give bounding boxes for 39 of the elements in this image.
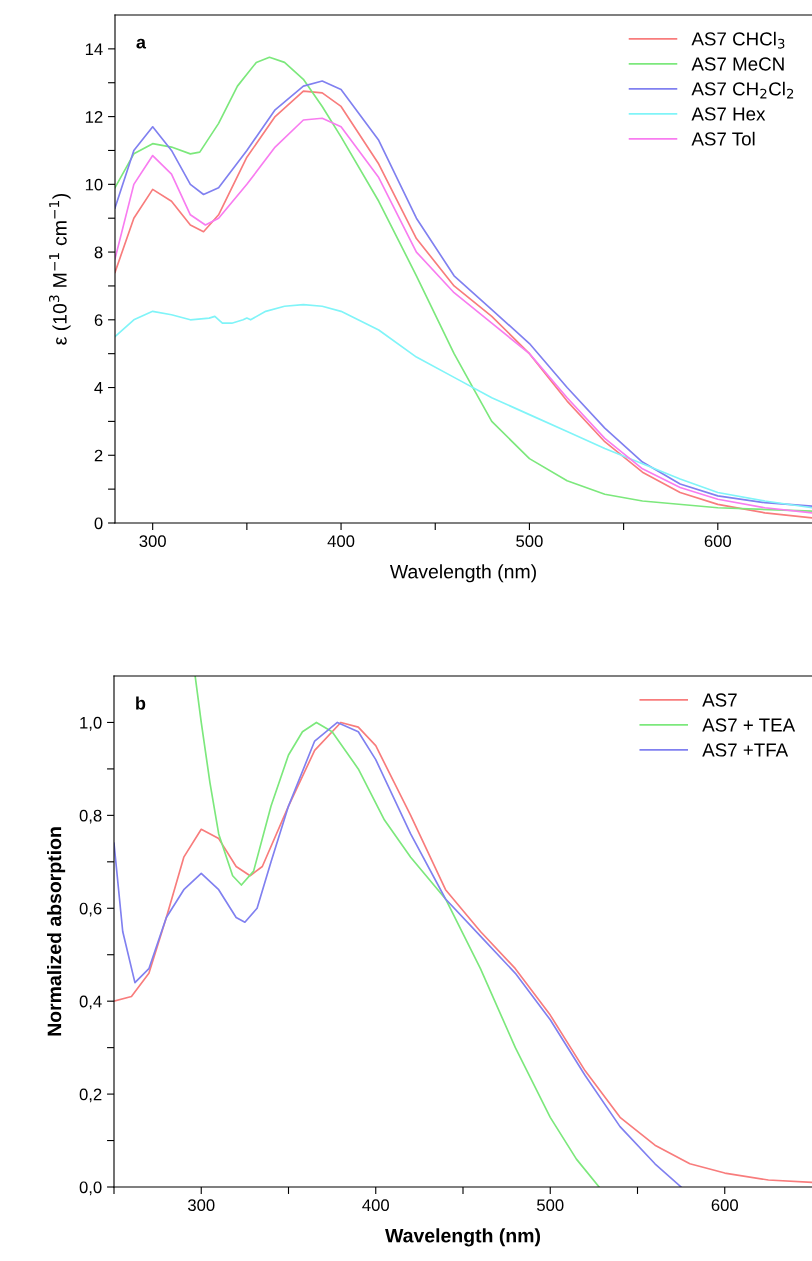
legend-label: AS7 CHCl$_{3}$ — [691, 31, 785, 49]
line-series — [194, 676, 600, 1187]
x-tick-label: 600 — [711, 1199, 738, 1212]
x-axis-title: Wavelength (nm) — [385, 1228, 540, 1247]
line-series — [114, 721, 682, 1187]
x-tick-label: 400 — [362, 1199, 389, 1212]
y-tick-label: 14 — [85, 43, 103, 55]
line-series — [115, 303, 812, 509]
y-tick-label: 0,8 — [79, 809, 102, 824]
legend-label: AS7 MeCN — [691, 57, 784, 71]
legend-label: AS7 Hex — [691, 107, 766, 121]
x-tick-label: 500 — [537, 1199, 564, 1212]
legend-label: AS7 +TFA — [702, 743, 789, 757]
y-tick-label: 6 — [94, 314, 103, 326]
legend-label: AS7 Tol — [691, 131, 755, 146]
annotation: a — [136, 38, 147, 49]
x-tick-label: 600 — [704, 535, 732, 548]
legend-label: AS7 — [702, 693, 737, 707]
y-tick-label: 4 — [94, 382, 103, 394]
y-tick-label: 2 — [94, 449, 103, 462]
x-tick-label: 300 — [139, 535, 166, 548]
y-axis-title: ε (10$^{3}$ M$^{−1}$ cm$^{−1}$) — [48, 194, 71, 345]
x-tick-label: 300 — [187, 1199, 215, 1212]
x-tick-label: 400 — [327, 535, 355, 548]
y-tick-label: 10 — [85, 178, 103, 191]
y-tick-label: 0,4 — [79, 995, 102, 1010]
y-tick-label: 0,0 — [79, 1181, 102, 1196]
y-tick-label: 0 — [94, 517, 103, 530]
y-tick-label: 12 — [85, 111, 103, 123]
x-tick-label: 500 — [516, 535, 543, 548]
x-axis-title: Wavelength (nm) — [389, 564, 536, 583]
y-tick-label: 0,6 — [79, 902, 102, 917]
annotation: b — [136, 696, 146, 710]
legend-label: AS7 CH$_{2}$Cl$_{2}$ — [691, 81, 794, 99]
y-tick-label: 1,0 — [80, 716, 102, 731]
y-axis-title: Normalized absorption — [47, 827, 66, 1036]
y-tick-label: 8 — [94, 246, 103, 259]
y-tick-label: 0,2 — [79, 1088, 102, 1103]
legend-label: AS7 + TEA — [702, 718, 796, 732]
